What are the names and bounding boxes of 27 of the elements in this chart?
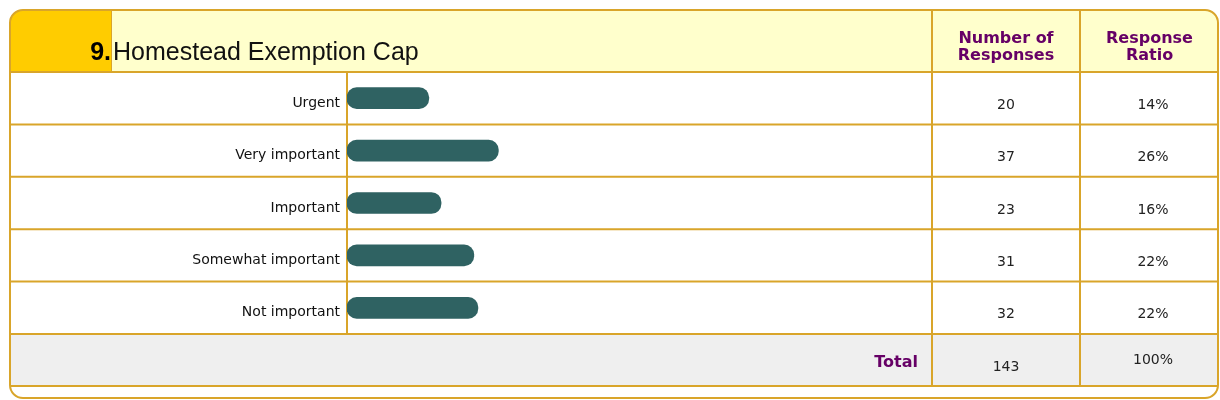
- text: 26%: [1137, 148, 1169, 165]
- bar: [347, 296, 479, 319]
- text: 22%: [1137, 305, 1169, 322]
- data-label: 23: [997, 200, 1015, 217]
- data-label: 20: [997, 95, 1015, 112]
- chart-title: Homestead Exemption Cap: [113, 36, 420, 67]
- y-tick-label: Somewhat important: [192, 251, 341, 268]
- text: Number of Responses: [956, 28, 1056, 64]
- bar: [347, 139, 499, 162]
- text: 14%: [1137, 95, 1169, 112]
- text: Response Ratio: [1105, 28, 1194, 64]
- text: 16%: [1137, 200, 1169, 217]
- text: 22%: [1137, 253, 1169, 270]
- bar: [347, 87, 430, 110]
- data-label: 32: [997, 305, 1015, 322]
- y-tick-label: Very important: [235, 146, 341, 163]
- bar: [347, 244, 475, 267]
- y-tick-label: Urgent: [292, 93, 341, 110]
- data-label: 37: [997, 148, 1015, 165]
- text: 100%: [1132, 350, 1174, 369]
- bar: [347, 192, 442, 214]
- text: 143: [991, 357, 1021, 376]
- text: 9.: [10, 10, 111, 72]
- text: Total: [873, 350, 918, 373]
- y-tick-label: Not important: [241, 303, 341, 320]
- data-label: 31: [997, 253, 1015, 270]
- y-tick-label: Important: [270, 198, 341, 215]
